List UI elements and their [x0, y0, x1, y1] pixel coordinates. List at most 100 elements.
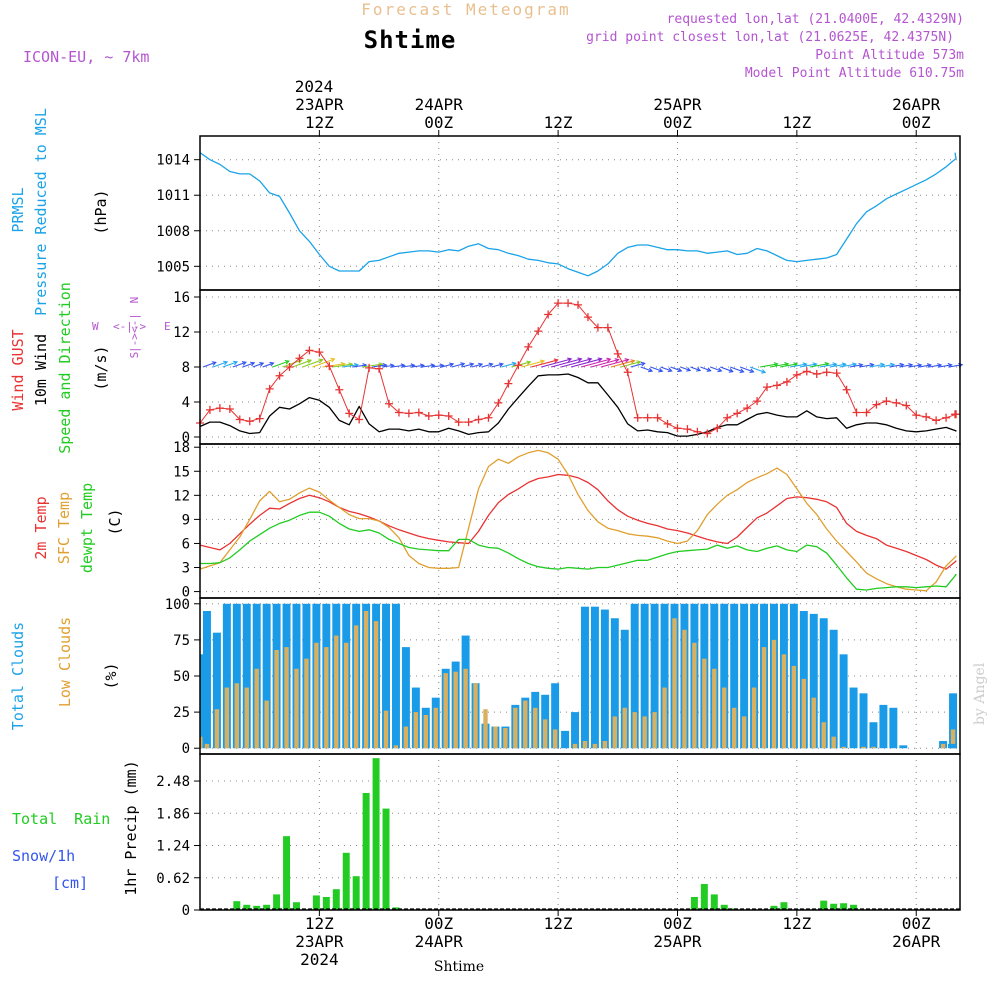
wind-arrow-head	[739, 368, 745, 374]
wind-arrow-head	[478, 362, 484, 368]
top-time-label: 25APR	[653, 95, 702, 114]
gust-marker	[703, 429, 712, 438]
wind-speed-line	[199, 373, 957, 437]
gust-marker	[683, 425, 692, 434]
gust-marker	[524, 342, 533, 351]
wind-arrow-head	[706, 367, 712, 372]
wind-arrow-head	[630, 359, 636, 364]
low-cloud-bar	[294, 668, 299, 749]
wind-arrow	[869, 363, 885, 368]
low-cloud-bar	[413, 712, 419, 749]
gust-marker	[554, 299, 563, 308]
model-altitude: Model Point Altitude 610.75m	[745, 66, 964, 81]
gust-marker	[583, 313, 592, 322]
gust-marker	[295, 354, 304, 363]
low-cloud-bar	[324, 647, 329, 749]
gust-marker	[235, 415, 244, 424]
gust-marker	[484, 413, 493, 422]
gust-marker	[693, 427, 702, 436]
wind-arrow	[401, 364, 415, 368]
low-cloud-bar	[274, 650, 279, 749]
wind-arrow-head	[636, 360, 642, 365]
total-cloud-bar	[630, 603, 639, 749]
wind-arrow	[352, 364, 367, 368]
total-cloud-bar	[202, 611, 211, 749]
total-cloud-bar	[232, 603, 241, 749]
label-wind: 10m Wind	[32, 334, 50, 406]
total-cloud-bar	[580, 606, 589, 749]
low-cloud-bar	[771, 639, 777, 749]
gust-markers	[196, 299, 961, 438]
low-cloud-bar	[334, 635, 339, 749]
wind-arrow	[879, 363, 895, 368]
wind-arrow	[889, 363, 904, 368]
gust-marker	[593, 323, 602, 332]
low-cloud-bar	[314, 642, 319, 749]
total-cloud-bar	[750, 603, 759, 749]
gust-line	[199, 302, 957, 434]
compass-e: E	[164, 320, 171, 333]
gust-marker	[245, 417, 254, 426]
gust-marker	[772, 381, 781, 390]
low-cloud-bar	[254, 668, 259, 749]
y-tick-label: 9	[182, 512, 190, 528]
gust-marker	[215, 404, 224, 413]
total-cloud-bar	[401, 647, 410, 749]
label-t2m: 2m Temp	[32, 496, 50, 559]
wind-arrow-head	[241, 361, 247, 366]
wind-arrow	[312, 358, 335, 368]
wind-arrow-head	[498, 362, 504, 368]
bottom-time-label: 00Z	[663, 914, 692, 933]
low-cloud-bar	[712, 668, 717, 749]
low-cloud-bar	[572, 743, 578, 749]
wind-arrow-head	[318, 358, 324, 364]
low-cloud-bar	[383, 710, 389, 749]
rain-bar	[690, 897, 698, 910]
low-cloud-bar	[244, 687, 249, 749]
rain-bar	[840, 903, 848, 910]
wind-arrow	[501, 362, 516, 368]
gust-marker	[922, 412, 931, 421]
total-cloud-bar	[391, 603, 400, 749]
wind-arrow	[232, 361, 247, 368]
wind-arrow-head	[284, 359, 290, 365]
low-cloud-bar	[682, 629, 687, 749]
wind-arrow-head	[469, 362, 475, 368]
wind-arrow-head	[439, 363, 445, 369]
wind-arrow-head	[606, 357, 612, 363]
wind-arrow	[809, 363, 829, 368]
gust-marker	[892, 398, 901, 407]
location-title: Shtime	[364, 26, 457, 54]
y-tick-label: 0	[182, 903, 190, 919]
wind-arrow	[551, 358, 582, 368]
bottom-time-label: 00Z	[902, 914, 931, 933]
gust-marker	[385, 399, 394, 408]
low-cloud-bar	[443, 673, 448, 749]
low-cloud-bar	[831, 736, 836, 749]
gust-marker	[743, 404, 752, 413]
pressure-line	[199, 152, 957, 277]
y-tick-label: 1005	[156, 259, 190, 275]
cloud-bars	[200, 603, 958, 749]
low-cloud-bar	[493, 726, 498, 749]
label-wind-dir: Speed and Direction	[56, 282, 74, 454]
gust-marker	[713, 424, 722, 433]
wind-arrow-head	[460, 362, 466, 367]
wind-arrow-head	[917, 363, 923, 368]
compass-arm-we: <-|->	[113, 320, 146, 333]
wind-arrow-head	[624, 358, 630, 363]
wind-arrow-head	[640, 361, 646, 367]
bottom-time-label: 23APR	[295, 932, 344, 951]
gust-marker	[375, 364, 384, 373]
y-tick-label: 6	[182, 536, 190, 552]
gust-marker	[792, 370, 801, 379]
wind-arrow	[202, 361, 216, 368]
bottom-time-label: 00Z	[424, 914, 453, 933]
rain-bar	[372, 758, 380, 910]
wind-arrow	[481, 363, 493, 368]
gust-marker	[782, 377, 791, 386]
label-pct: (%)	[102, 662, 120, 689]
gust-marker	[265, 384, 274, 393]
low-cloud-bar	[702, 658, 707, 749]
